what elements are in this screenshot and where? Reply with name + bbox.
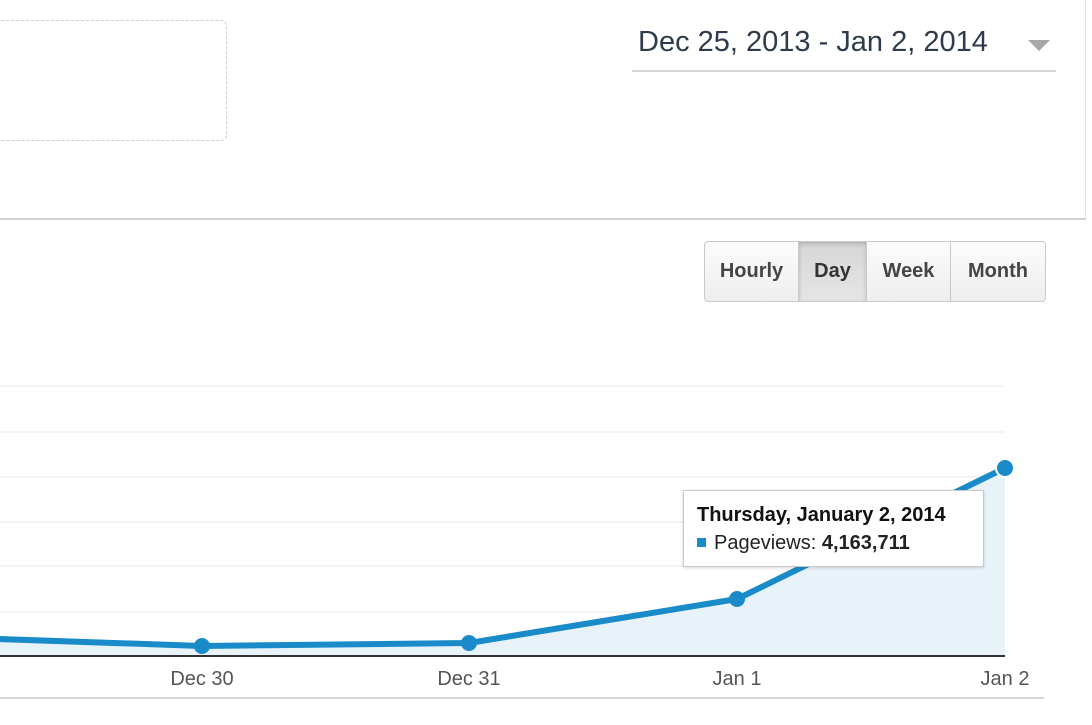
granularity-month-button[interactable]: Month [968, 260, 1028, 282]
granularity-day-button[interactable]: Day [799, 242, 867, 301]
granularity-toggle: Hourly Day Week Month [704, 241, 1046, 302]
panel-edge [1085, 0, 1086, 220]
tooltip-date: Thursday, January 2, 2014 [697, 504, 946, 526]
data-point [194, 638, 210, 654]
data-point [995, 458, 1015, 478]
data-point [729, 591, 745, 607]
segment-placeholder-box [0, 20, 227, 141]
data-point [461, 635, 477, 651]
granularity-week-button[interactable]: Week [867, 242, 951, 301]
date-range-label: Dec 25, 2013 - Jan 2, 2014 [638, 26, 988, 58]
x-tick-label: Dec 30 [170, 668, 233, 690]
tooltip-row: Pageviews: 4,163,711 [697, 532, 910, 555]
date-range-picker[interactable]: Dec 25, 2013 - Jan 2, 2014 [632, 24, 1056, 72]
x-tick-label: Dec 31 [437, 668, 500, 690]
tooltip-value: 4,163,711 [821, 532, 910, 554]
tooltip-series-label: Pageviews: [714, 532, 817, 554]
section-divider [0, 218, 1086, 220]
chart-tooltip: Thursday, January 2, 2014 Pageviews: 4,1… [683, 490, 984, 567]
tooltip-series-swatch [697, 538, 706, 547]
series-area [0, 468, 1005, 656]
x-tick-label: Jan 2 [981, 668, 1030, 690]
x-tick-label: Jan 1 [713, 668, 762, 690]
granularity-hourly-button[interactable]: Hourly [705, 242, 799, 301]
dropdown-arrow-icon[interactable] [1028, 40, 1050, 51]
